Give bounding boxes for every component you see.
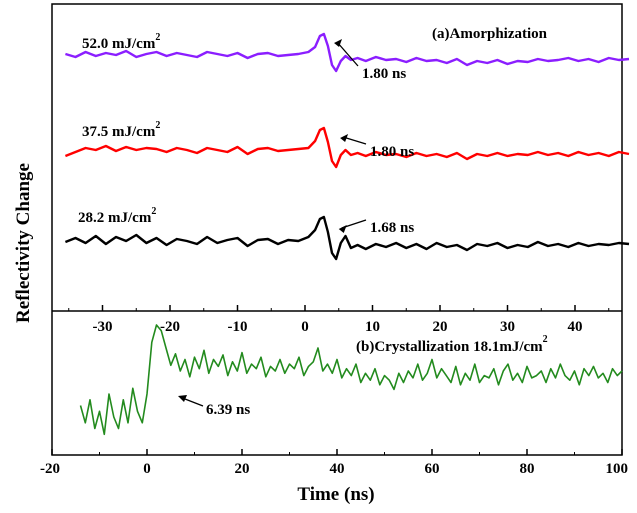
- panel-a-annotation-arrowhead: [338, 225, 347, 233]
- panel-a-series-label: 28.2 mJ/cm2: [78, 206, 156, 226]
- panel-a-x-tick-label: 0: [301, 319, 309, 335]
- panel-b: -20 0 20 40 60 80 100 6.39 ns: [40, 324, 629, 477]
- panel-b-annotation-label: 6.39 ns: [206, 402, 250, 418]
- plot-frame: [51, 3, 623, 456]
- panel-a-annotation-arrow: [336, 41, 359, 67]
- panel-a-series-label: 37.5 mJ/cm2: [82, 120, 160, 140]
- panel-a-x-tick-label: -20: [160, 319, 180, 335]
- panel-a-title: (a)Amorphization: [432, 26, 548, 42]
- panel-a-annotation-arrow: [342, 136, 367, 145]
- panel-b-x-tick-label: 0: [143, 461, 151, 477]
- panel-b-x-tick-label: 40: [330, 461, 345, 477]
- panel-a-series-line: [64, 215, 630, 261]
- panel-b-x-tick-label: -20: [40, 461, 60, 477]
- panel-a-x-tick-label: 40: [568, 319, 583, 335]
- panel-a-x-tick-label: -10: [228, 319, 248, 335]
- panel-b-title: (b)Crystallization 18.1mJ/cm2: [356, 334, 548, 355]
- panel-a-annotation-arrowhead: [334, 39, 343, 47]
- panel-a-annotation-label: 1.80 ns: [370, 144, 414, 160]
- panel-b-annotation-arrowhead: [178, 395, 187, 402]
- panel-b-x-tick-label: 100: [606, 461, 629, 477]
- panel-a-series-label: 52.0 mJ/cm2: [82, 32, 160, 52]
- panel-a-x-tick-label: 10: [365, 319, 380, 335]
- panel-a: -30 -20 -10 0 10 20 30 40 52.0 mJ/cm2 1.80 ns 37.5…: [64, 32, 630, 335]
- panel-a-x-tick-label: 30: [500, 319, 515, 335]
- panel-b-annotation-arrow: [184, 398, 204, 407]
- panel-b-x-tick-label: 60: [425, 461, 440, 477]
- y-axis-title: Reflectivity Change: [13, 163, 34, 323]
- panel-a-x-tick-label: 20: [433, 319, 448, 335]
- panel-a-annotation-label: 1.80 ns: [362, 66, 406, 82]
- panel-a-annotation-label: 1.68 ns: [370, 220, 414, 236]
- panel-a-series-line: [65, 32, 630, 73]
- panel-a-series-line: [64, 126, 630, 169]
- x-axis-title: Time (ns): [297, 484, 374, 505]
- panel-b-x-tick-label: 20: [235, 461, 250, 477]
- panel-b-series-line: [79, 324, 623, 436]
- panel-a-x-tick-label: -30: [93, 319, 113, 335]
- panel-b-x-tick-label: 80: [520, 461, 535, 477]
- panel-a-annotation-arrowhead: [340, 134, 349, 142]
